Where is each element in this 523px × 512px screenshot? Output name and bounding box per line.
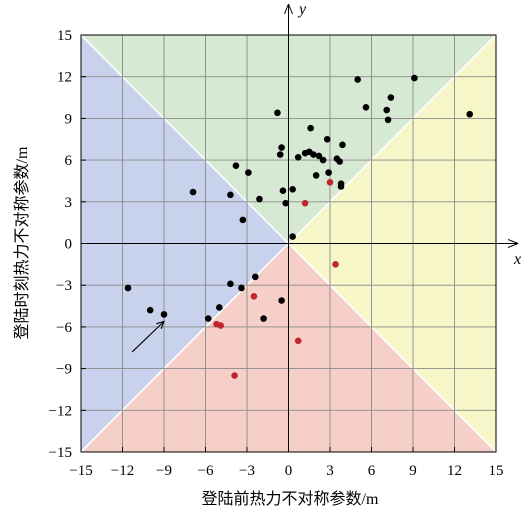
data-point-black [227,191,234,199]
data-point-red [217,322,225,329]
data-point-black [189,188,197,196]
annotation-arrow-line [131,320,165,353]
data-point-black [319,156,327,164]
data-point-black [232,162,240,169]
y-tick-label: −6 [56,320,72,336]
data-point-black [337,183,345,190]
data-point-red [231,372,238,379]
y-axis-variable: y [297,1,307,18]
data-point-black [276,151,284,158]
y-tick-label: 3 [65,195,73,211]
x-tick-label: 3 [326,463,334,479]
data-point-black [227,280,234,288]
data-point-black [411,74,418,82]
data-point-black [282,199,290,207]
data-point-black [204,315,212,322]
data-point-black [260,315,267,322]
tick-labels: −15 −15 −12 −12 −9 −9 −6 −6 −3 −3 0 0 3 3 6 6 9 9 12 12 15 15 [49,28,504,479]
y-tick-label: −15 [49,445,72,461]
data-point-black [362,103,370,111]
data-point-black [307,124,314,132]
data-point-black [310,151,317,158]
y-tick-label: 15 [57,28,72,44]
y-tick-label: −9 [56,362,72,378]
y-tick-label: 9 [65,111,73,127]
y-tick-label: −12 [49,403,72,419]
data-point-black [274,109,281,117]
x-tick-label: 0 [285,463,293,479]
y-tick-label: 12 [57,70,72,86]
data-point-black [323,135,331,143]
data-point-black [252,273,259,281]
data-point-black [383,106,391,114]
x-axis-variable: x [513,251,521,268]
data-point-black [216,304,223,311]
data-point-black [245,169,252,176]
data-point-red [301,199,309,207]
y-tick-label: 6 [65,153,73,169]
y-tick-label: −3 [56,278,72,294]
data-point-red [326,179,334,186]
data-point-black [312,172,320,179]
data-point-black [124,284,132,292]
data-point-red [250,293,258,300]
x-tick-label: −9 [156,463,172,479]
data-point-black [239,216,247,224]
y-axis-arrowhead [284,3,293,15]
data-point-black [387,94,395,101]
y-axis-title: 登陆时刻热力不对称参数/m [13,146,31,339]
x-axis-arrowhead [507,239,519,248]
annotations [131,320,165,353]
data-point-black [325,169,332,176]
data-point-black [160,311,168,318]
data-points [124,74,474,379]
annotation-arrowhead [156,320,165,330]
zero-axes [81,3,519,452]
x-tick-label: −12 [111,463,134,479]
data-point-black [354,76,361,83]
y-tick-label: 0 [65,237,73,253]
data-point-black [279,187,287,194]
data-point-black [336,158,343,165]
data-point-black [146,306,154,314]
x-tick-label: 9 [409,463,417,479]
data-point-black [466,110,474,118]
x-tick-label: −3 [239,463,255,479]
data-point-black [278,144,285,151]
data-point-black [238,284,245,292]
data-point-black [289,185,296,193]
data-point-black [289,233,296,240]
data-point-black [278,297,285,304]
data-point-black [315,152,323,160]
x-tick-label: −6 [198,463,214,479]
x-tick-label: 12 [447,463,462,479]
x-axis-title: 登陆前热力不对称参数/m [202,490,379,508]
x-tick-label: −15 [69,463,92,479]
x-tick-label: 6 [368,463,376,479]
data-point-black [294,154,302,161]
data-point-red [332,261,339,268]
data-point-black [256,195,263,203]
data-point-black [339,141,346,149]
data-point-black [384,116,392,124]
data-point-red [294,337,302,345]
x-tick-label: 15 [489,463,504,479]
